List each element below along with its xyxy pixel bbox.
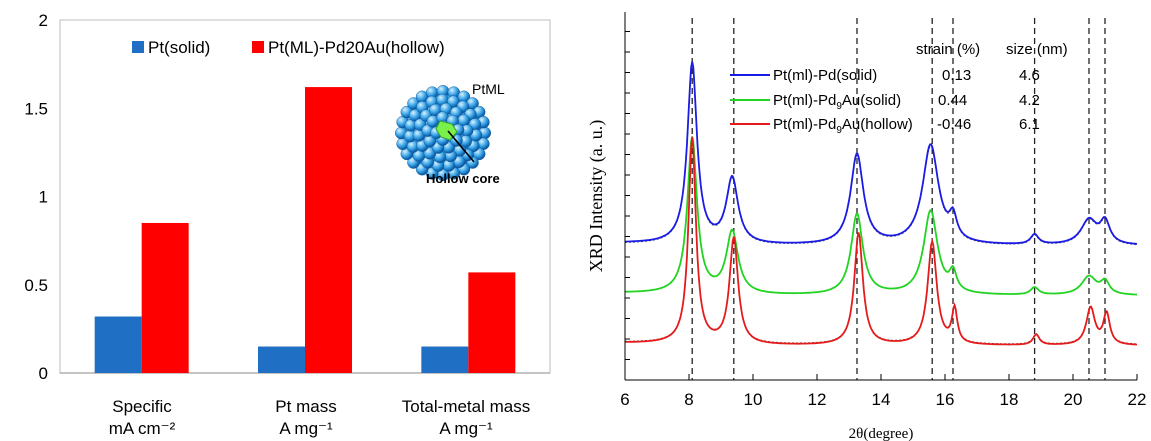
category-label: Pt mass (275, 397, 336, 416)
xrd-x-axis-label: 2θ(degree) (849, 426, 914, 441)
bar (94, 316, 142, 373)
legend-strain-pt-pd9au-solid: 0.44 (938, 92, 967, 109)
hollow-core-pointer (447, 130, 475, 163)
xrd-reference-lines (691, 18, 1106, 380)
legend-label-pt-pd9au-solid: Pt(ml)-Pd9Au(solid) (773, 92, 901, 112)
xrd-x-tick-label: 16 (936, 390, 955, 409)
legend-label-pt-pd9au-hollow: Pt(ml)-Pd9Au(hollow) (773, 116, 913, 136)
bar-legend: Pt(solid) Pt(ML)-Pd20Au(hollow) (132, 38, 445, 57)
category-unit: A mg⁻¹ (279, 419, 333, 438)
bar-chart: 0 0.5 1 1.5 2 Pt(solid) Pt(ML)-Pd20Au(hollow… (24, 11, 551, 438)
bar-y-tick-label: 2 (39, 11, 48, 30)
bar (305, 87, 352, 373)
category-label: Specific (112, 397, 172, 416)
xrd-x-tick-label: 22 (1128, 390, 1147, 409)
xrd-curve (625, 136, 1138, 296)
xrd-curves (624, 61, 1138, 346)
xrd-x-tick-label: 12 (808, 390, 827, 409)
legend-label-pt-ml-hollow: Pt(ML)-Pd20Au(hollow) (268, 38, 445, 57)
legend-size-pt-pd9au-hollow: 6.1 (1019, 116, 1040, 133)
xrd-curve (624, 136, 1138, 346)
category-unit: mA cm⁻² (109, 419, 176, 438)
legend-header-size: size (nm) (1006, 41, 1068, 58)
legend-name-post: Au(hollow) (842, 116, 913, 133)
xrd-x-axis-unit: (degree) (863, 426, 913, 441)
inset-label-hollow-core: Hollow core (426, 171, 500, 186)
bars (94, 87, 516, 373)
bar (258, 346, 305, 373)
xrd-y-axis-label: XRD Intensity (a. u.) (586, 120, 607, 272)
legend-name-pre: Pt(ml)-Pd (773, 67, 836, 84)
xrd-x-tick-label: 20 (1064, 390, 1083, 409)
bar (421, 346, 469, 373)
xrd-x-tick-label: 10 (744, 390, 763, 409)
legend-name-post: (solid) (836, 67, 877, 84)
hollow-particle-illustration: PtML Hollow core (395, 81, 505, 186)
legend-name-post: Au(solid) (842, 92, 901, 109)
bar-category-labels: Specific mA cm⁻² Pt mass A mg⁻¹ Total-me… (109, 397, 531, 438)
legend-name-pre: Pt(ml)-Pd (773, 116, 836, 133)
legend-label-pt-pd-solid: Pt(ml)-Pd(solid) (773, 67, 877, 84)
bar-y-tick-label: 1 (39, 188, 48, 207)
xrd-curve (625, 61, 1138, 245)
legend-name-sub: 9 (836, 101, 842, 112)
legend-strain-pt-pd-solid: 0.13 (942, 67, 971, 84)
legend-size-pt-pd-solid: 4.6 (1019, 67, 1040, 84)
bar-y-tick-label: 0 (39, 364, 48, 383)
legend-name-sub: 9 (836, 125, 842, 136)
fit-curve (625, 138, 1137, 296)
bar (468, 272, 516, 373)
bar-y-tick-label: 0.5 (24, 276, 48, 295)
legend-swatch-pt-ml-hollow (252, 41, 264, 53)
legend-header-strain: strain (%) (916, 41, 980, 58)
xrd-x-tick-label: 14 (872, 390, 891, 409)
category-unit: A mg⁻¹ (439, 419, 493, 438)
inset-label-ptml: PtML (472, 81, 505, 97)
bar (141, 222, 189, 373)
xrd-x-tick-label: 8 (684, 390, 693, 409)
xrd-x-axis-symbol: 2θ (849, 426, 864, 441)
xrd-y-ticks (625, 31, 630, 381)
legend-label-pt-solid: Pt(solid) (148, 38, 210, 57)
category-label: Total-metal mass (402, 397, 530, 416)
legend-name-pre: Pt(ml)-Pd (773, 92, 836, 109)
xrd-x-ticks: 6 8 10 12 14 16 18 20 22 (620, 374, 1146, 409)
bar-y-tick-label: 1.5 (24, 99, 48, 118)
legend-strain-pt-pd9au-hollow: -0.46 (937, 116, 971, 133)
xrd-x-tick-label: 18 (1000, 390, 1019, 409)
legend-size-pt-pd9au-solid: 4.2 (1019, 92, 1040, 109)
bar-y-tick-labels: 0 0.5 1 1.5 2 (24, 11, 48, 383)
xrd-chart: 6 8 10 12 14 16 18 20 22 XRD Intensity (a. u.) 2… (586, 12, 1146, 441)
legend-swatch-pt-solid (132, 41, 144, 53)
xrd-x-tick-label: 6 (620, 390, 629, 409)
xrd-legend: strain (%) size (nm) Pt(ml)-Pd(solid) 0.… (730, 41, 1068, 136)
